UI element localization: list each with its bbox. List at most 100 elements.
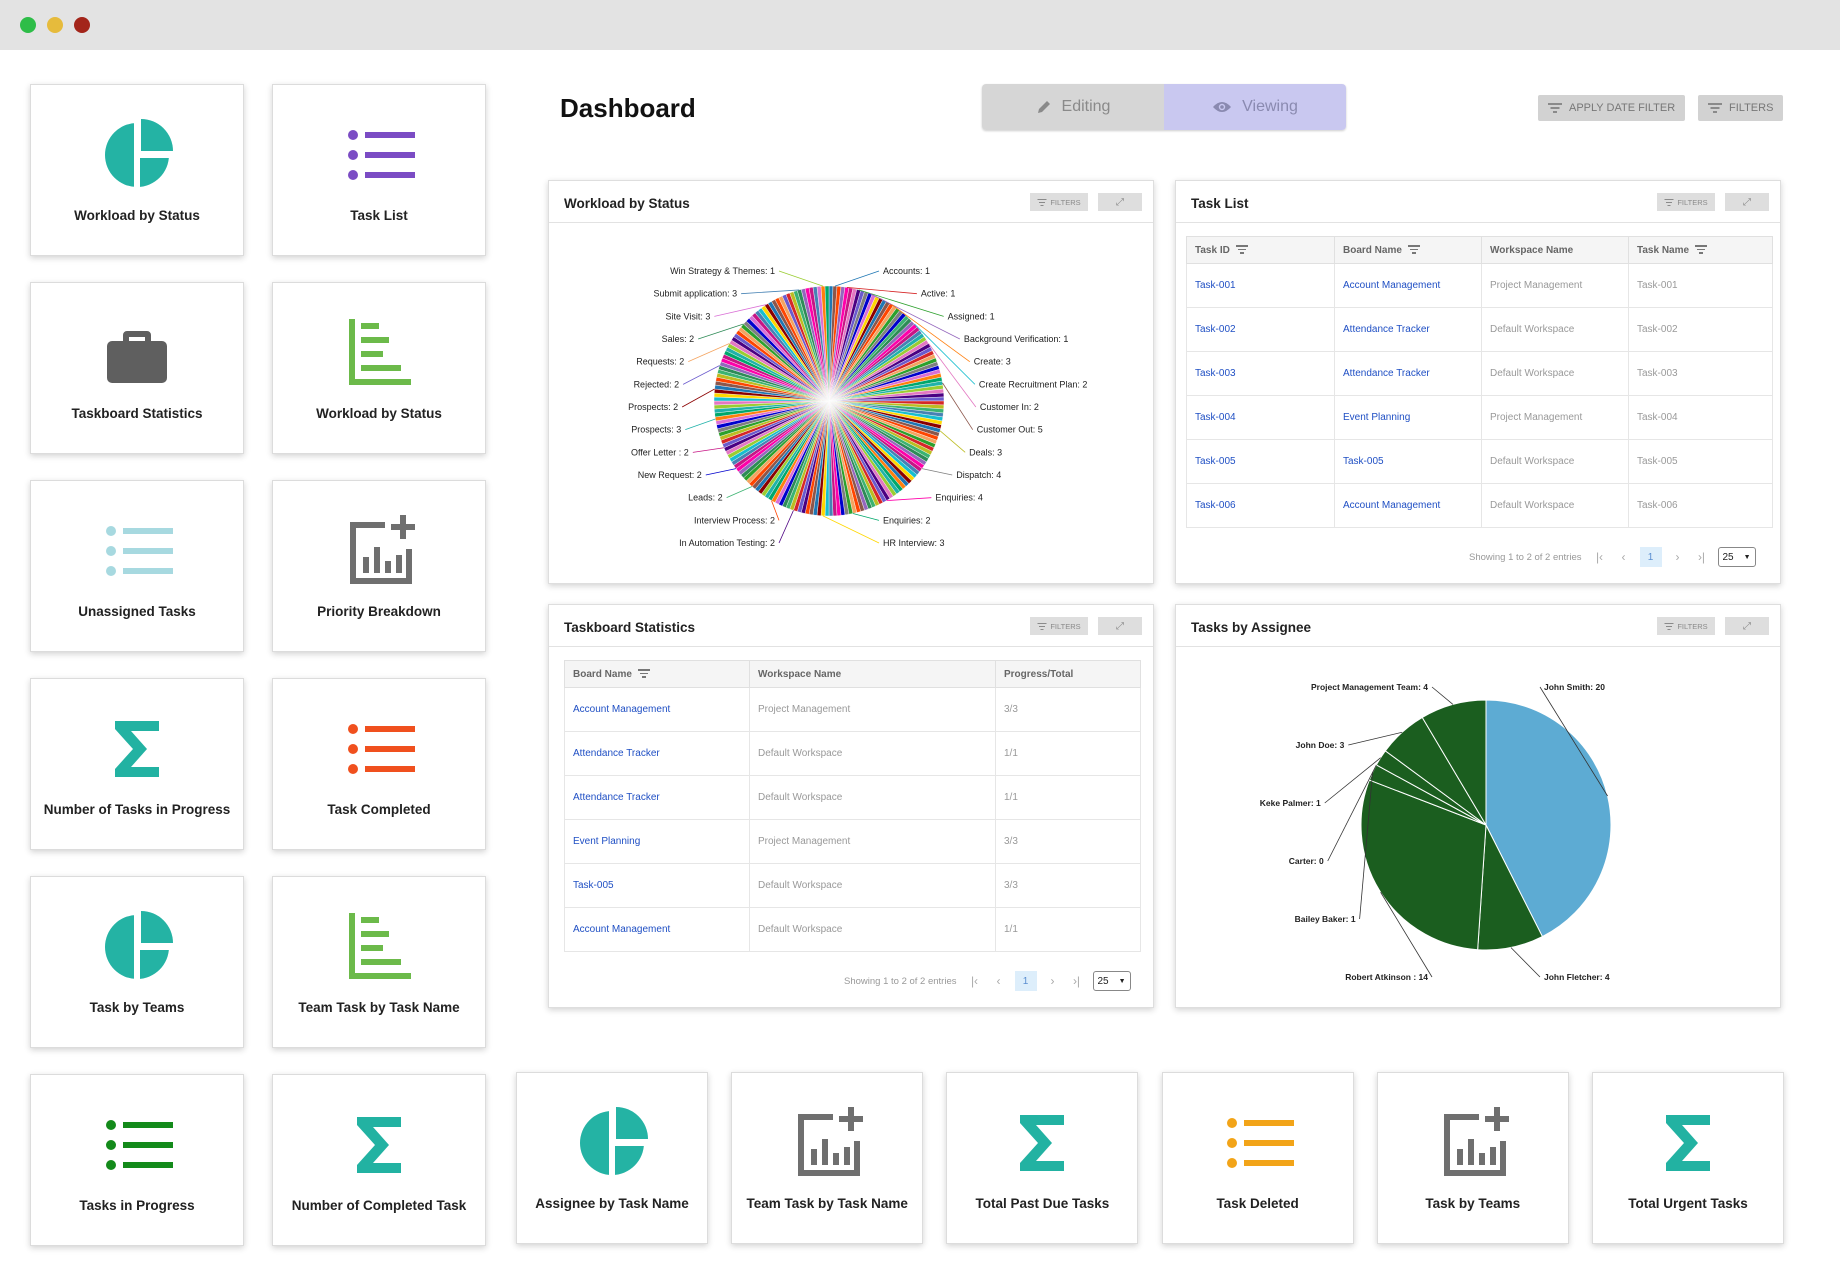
widget-tile[interactable]: Number of Completed Task [272,1074,486,1246]
widget-tile[interactable]: Task Deleted [1161,1072,1354,1244]
panel-header: Task List FILTERS ⤢ [1176,181,1780,223]
table-cell-link[interactable]: Attendance Tracker [564,775,750,820]
widget-tile[interactable]: Workload by Status [30,84,244,256]
column-header[interactable]: Task Name [1628,236,1773,264]
widget-tile[interactable]: Task Completed [272,678,486,850]
filters-button[interactable]: FILTERS [1698,95,1784,121]
table-cell-link[interactable]: Task-001 [1186,263,1335,308]
apply-date-filter-button[interactable]: APPLY DATE FILTER [1538,95,1686,121]
pie-label: Keke Palmer: 1 [1260,798,1321,808]
table-cell-link[interactable]: Task-005 [1334,439,1482,484]
table-cell-link[interactable]: Attendance Tracker [564,731,750,776]
widget-tile[interactable]: Unassigned Tasks [30,480,244,652]
sort-filter-icon[interactable] [1695,245,1708,254]
column-header[interactable]: Workspace Name [1481,236,1629,264]
current-page[interactable]: 1 [1014,971,1037,991]
table-cell-link[interactable]: Task-005 [1186,439,1335,484]
pie-slice[interactable] [1421,699,1487,827]
widget-tile-label: Assignee by Task Name [535,1196,689,1211]
table-row[interactable]: Account Management Project Management 3/3 [564,687,1141,732]
sort-filter-icon[interactable] [1235,245,1248,254]
window-maximize-dot[interactable] [74,17,90,33]
widget-tile[interactable]: Task by Teams [30,876,244,1048]
pie-slice[interactable] [1485,699,1612,938]
widget-tile[interactable]: Tasks in Progress [30,1074,244,1246]
widget-tile[interactable]: Total Urgent Tasks [1592,1072,1784,1244]
next-page-button[interactable]: › [1050,974,1055,988]
widget-tile[interactable]: Total Past Due Tasks [946,1072,1139,1244]
table-cell-link[interactable]: Task-003 [1186,351,1335,396]
panel-filter-button[interactable]: FILTERS [1657,193,1715,211]
first-page-button[interactable]: |‹ [970,974,979,988]
column-header-label: Workspace Name [1490,244,1574,256]
table-row[interactable]: Task-005 Task-005 Default Workspace Task-00… [1186,439,1773,484]
panel-expand-button[interactable]: ⤢ [1098,617,1142,635]
table-cell-link[interactable]: Attendance Tracker [1334,351,1482,396]
last-page-button[interactable]: ›| [1697,550,1706,564]
table-row[interactable]: Event Planning Project Management 3/3 [564,819,1141,864]
table-cell-link[interactable]: Task-005 [564,863,750,908]
panel-filter-button[interactable]: FILTERS [1030,617,1088,635]
table-row[interactable]: Task-002 Attendance Tracker Default Worksp… [1186,307,1773,352]
editing-button[interactable]: Editing [982,84,1164,130]
next-page-button[interactable]: › [1675,550,1680,564]
page-size-select[interactable]: 25 ▼ [1092,971,1131,991]
table-cell-link[interactable]: Account Management [1334,483,1482,528]
pie-label-leader [928,343,977,408]
panel-expand-button[interactable]: ⤢ [1725,193,1769,211]
pie-slice[interactable] [824,285,830,402]
table-cell-link[interactable]: Task-002 [1186,307,1335,352]
panel-expand-button[interactable]: ⤢ [1725,617,1769,635]
widget-tile[interactable]: Taskboard Statistics [30,282,244,454]
table-row[interactable]: Attendance Tracker Default Workspace 1/1 [564,731,1141,776]
column-header[interactable]: Progress/Total [995,660,1141,688]
widget-tile[interactable]: Task by Teams [1376,1072,1569,1244]
viewing-button[interactable]: Viewing [1164,84,1346,130]
widget-tile[interactable]: Priority Breakdown [272,480,486,652]
caret-down-icon: ▼ [1743,553,1751,561]
last-page-button[interactable]: ›| [1072,974,1081,988]
sort-filter-icon[interactable] [1407,245,1420,254]
table-cell-link[interactable]: Attendance Tracker [1334,307,1482,352]
table-row[interactable]: Task-005 Default Workspace 3/3 [564,863,1141,908]
table-row[interactable]: Task-003 Attendance Tracker Default Worksp… [1186,351,1773,396]
widget-tile[interactable]: Team Task by Task Name [272,876,486,1048]
table-cell: 1/1 [995,731,1141,776]
sort-filter-icon[interactable] [637,669,650,678]
page-size-select[interactable]: 25 ▼ [1717,547,1756,567]
prev-page-button[interactable]: ‹ [1621,550,1626,564]
prev-page-button[interactable]: ‹ [996,974,1001,988]
column-header[interactable]: Board Name [1334,236,1482,264]
table-cell-link[interactable]: Task-006 [1186,483,1335,528]
table-cell-link[interactable]: Account Management [564,687,750,732]
table-row[interactable]: Task-006 Account Management Default Worksp… [1186,483,1773,528]
widget-tile[interactable]: Workload by Status [272,282,486,454]
widget-tile[interactable]: Assignee by Task Name [516,1072,708,1244]
table-cell-link[interactable]: Event Planning [1334,395,1482,440]
pie-label: John Fletcher: 4 [1544,972,1610,982]
table-cell-link[interactable]: Event Planning [564,819,750,864]
table-cell-link[interactable]: Account Management [1334,263,1482,308]
table-row[interactable]: Task-004 Event Planning Project Management… [1186,395,1773,440]
panel-filter-label: FILTERS [1677,197,1708,207]
table-row[interactable]: Task-001 Account Management Project Manage… [1186,263,1773,308]
table-cell-link[interactable]: Account Management [564,907,750,952]
current-page[interactable]: 1 [1639,547,1662,567]
window-close-dot[interactable] [20,17,36,33]
pie-label: Site Visit: 3 [665,311,710,321]
panel-filter-button[interactable]: FILTERS [1030,193,1088,211]
table-row[interactable]: Account Management Default Workspace 1/1 [564,907,1141,952]
first-page-button[interactable]: |‹ [1595,550,1604,564]
widget-tile[interactable]: Team Task by Task Name [731,1072,924,1244]
window-minimize-dot[interactable] [47,17,63,33]
table-row[interactable]: Attendance Tracker Default Workspace 1/1 [564,775,1141,820]
widget-tile[interactable]: Number of Tasks in Progress [30,678,244,850]
table-cell-link[interactable]: Task-004 [1186,395,1335,440]
column-header[interactable]: Task ID [1186,236,1335,264]
column-header[interactable]: Workspace Name [749,660,996,688]
panel-filter-button[interactable]: FILTERS [1657,617,1715,635]
panel-expand-button[interactable]: ⤢ [1098,193,1142,211]
widget-tile[interactable]: Task List [272,84,486,256]
column-header[interactable]: Board Name [564,660,750,688]
mode-toggle[interactable]: Editing Viewing [982,84,1346,130]
